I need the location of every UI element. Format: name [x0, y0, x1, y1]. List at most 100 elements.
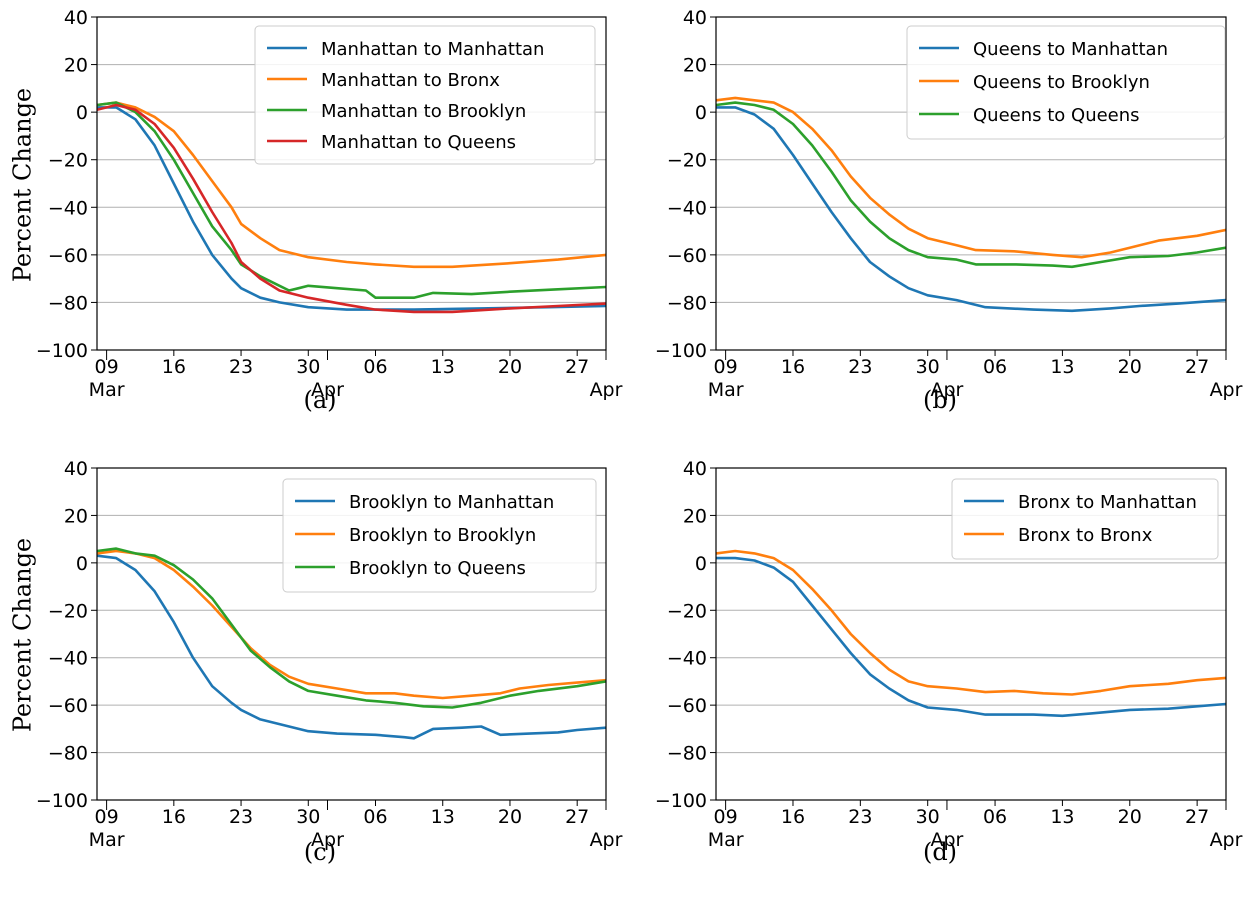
legend-label: Bronx to Manhattan — [1018, 492, 1197, 513]
y-tick-label: −60 — [667, 245, 707, 267]
y-tick-label: −80 — [48, 743, 88, 765]
x-tick-label: 16 — [162, 356, 186, 378]
y-tick-label: −20 — [667, 150, 707, 172]
x-tick-label: 27 — [1185, 356, 1209, 378]
panel-caption: (a) — [303, 386, 336, 414]
x-month-label: Apr — [1210, 379, 1243, 401]
x-tick-label: 06 — [363, 806, 387, 828]
x-month-label: Apr — [311, 379, 344, 401]
plot-frame — [715, 16, 1227, 351]
x-month-label: Mar — [708, 379, 744, 401]
x-tick-label: 16 — [781, 806, 805, 828]
x-tick-label: 16 — [162, 806, 186, 828]
x-tick-label: 13 — [1050, 806, 1074, 828]
y-tick-label: −40 — [667, 648, 707, 670]
y-tick-label: 20 — [683, 505, 707, 527]
x-month-label: Apr — [590, 379, 623, 401]
legend: Brooklyn to Manhattan Brooklyn to Brookly… — [282, 478, 597, 593]
y-tick-label: −100 — [36, 790, 88, 812]
y-tick-label: −20 — [667, 600, 707, 622]
panel-caption: (d) — [923, 838, 957, 866]
y-tick-label: 40 — [683, 458, 707, 480]
y-tick-label: −80 — [667, 292, 707, 314]
y-tick-label: −100 — [655, 790, 707, 812]
x-tick-label: 30 — [296, 806, 320, 828]
legend-label: Manhattan to Manhattan — [321, 39, 544, 60]
legend-label: Brooklyn to Brooklyn — [349, 525, 536, 546]
x-tick-label: 23 — [229, 356, 253, 378]
y-tick-label: 40 — [64, 7, 88, 29]
legend-label: Queens to Manhattan — [973, 39, 1168, 60]
x-tick-label: 27 — [565, 806, 589, 828]
x-tick-label: 30 — [916, 806, 940, 828]
x-month-label: Mar — [708, 829, 744, 851]
y-tick-label: −100 — [36, 340, 88, 362]
y-tick-label: −40 — [667, 197, 707, 219]
x-tick-label: 20 — [1118, 356, 1142, 378]
legend-box — [906, 25, 1226, 140]
series-line-brooklyn-to-brooklyn — [97, 549, 606, 700]
x-tick-label: 30 — [916, 356, 940, 378]
y-tick-label: −100 — [655, 340, 707, 362]
x-tick-label: 09 — [714, 356, 738, 378]
plot-frame — [96, 467, 607, 801]
y-tick-label: −20 — [48, 600, 88, 622]
x-tick-label: 20 — [498, 356, 522, 378]
series-line-manhattan-to-manhattan — [97, 106, 606, 311]
legend-box — [254, 25, 596, 165]
legend-label: Queens to Brooklyn — [973, 72, 1150, 93]
legend-label: Manhattan to Bronx — [321, 70, 500, 91]
plot-frame — [96, 16, 607, 351]
x-tick-label: 13 — [431, 806, 455, 828]
x-tick-label: 09 — [95, 356, 119, 378]
series-line-queens-to-manhattan — [716, 106, 1226, 313]
y-tick-label: 40 — [683, 7, 707, 29]
x-month-label: Apr — [931, 829, 964, 851]
y-axis-label: Percent Change — [8, 538, 36, 732]
x-tick-label: 13 — [431, 356, 455, 378]
legend: Bronx to Manhattan Bronx to Bronx — [951, 478, 1219, 560]
y-tick-label: 20 — [683, 55, 707, 77]
x-tick-label: 09 — [714, 806, 738, 828]
y-tick-label: −40 — [48, 197, 88, 219]
y-tick-label: −80 — [667, 743, 707, 765]
series-line-queens-to-queens — [716, 101, 1226, 269]
y-tick-label: 40 — [64, 458, 88, 480]
legend-label: Manhattan to Queens — [321, 132, 516, 153]
x-tick-label: 23 — [848, 806, 872, 828]
x-tick-label: 06 — [363, 356, 387, 378]
legend: Manhattan to Manhattan Manhattan to Bronx… — [254, 25, 596, 165]
legend-box — [951, 478, 1219, 560]
legend-label: Brooklyn to Queens — [349, 558, 526, 579]
plot-frame — [715, 467, 1227, 801]
y-tick-label: 20 — [64, 505, 88, 527]
legend: Queens to Manhattan Queens to Brooklyn Que… — [906, 25, 1226, 140]
y-tick-label: 20 — [64, 55, 88, 77]
series-line-bronx-to-manhattan — [716, 556, 1226, 718]
x-tick-label: 06 — [983, 806, 1007, 828]
x-tick-label: 20 — [1118, 806, 1142, 828]
x-tick-label: 06 — [983, 356, 1007, 378]
panel-caption: (c) — [304, 838, 336, 866]
x-tick-label: 20 — [498, 806, 522, 828]
x-month-label: Apr — [590, 829, 623, 851]
y-tick-label: 0 — [76, 102, 88, 124]
x-month-label: Mar — [89, 829, 125, 851]
y-tick-label: 0 — [695, 102, 707, 124]
legend-label: Brooklyn to Manhattan — [349, 492, 554, 513]
y-axis-label: Percent Change — [8, 88, 36, 282]
panel-caption: (b) — [923, 386, 957, 414]
x-tick-label: 23 — [229, 806, 253, 828]
x-month-label: Apr — [1210, 829, 1243, 851]
y-tick-label: −40 — [48, 648, 88, 670]
series-line-bronx-to-bronx — [716, 549, 1226, 696]
y-tick-label: −80 — [48, 292, 88, 314]
x-month-label: Apr — [311, 829, 344, 851]
x-tick-label: 13 — [1050, 356, 1074, 378]
legend-box — [282, 478, 597, 593]
y-tick-label: −60 — [48, 245, 88, 267]
